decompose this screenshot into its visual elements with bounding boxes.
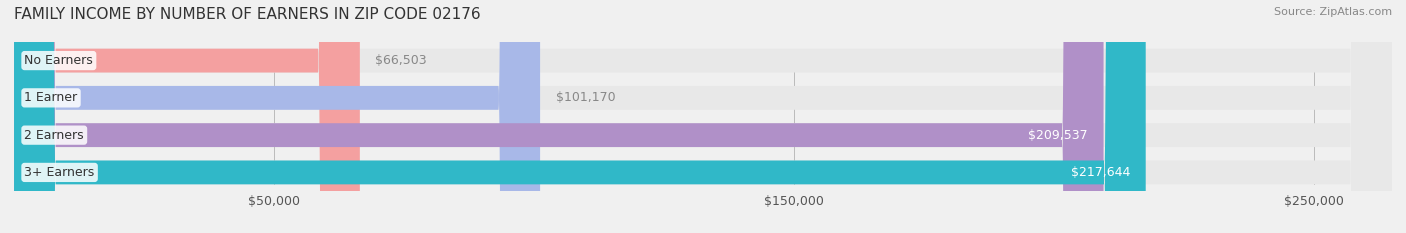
FancyBboxPatch shape [14,0,540,233]
Text: $209,537: $209,537 [1028,129,1088,142]
FancyBboxPatch shape [14,0,1392,233]
Text: No Earners: No Earners [24,54,93,67]
Text: Source: ZipAtlas.com: Source: ZipAtlas.com [1274,7,1392,17]
Text: $66,503: $66,503 [375,54,427,67]
Text: FAMILY INCOME BY NUMBER OF EARNERS IN ZIP CODE 02176: FAMILY INCOME BY NUMBER OF EARNERS IN ZI… [14,7,481,22]
FancyBboxPatch shape [14,0,1392,233]
Text: 2 Earners: 2 Earners [24,129,84,142]
FancyBboxPatch shape [14,0,1392,233]
Text: $101,170: $101,170 [555,91,616,104]
FancyBboxPatch shape [14,0,1392,233]
Text: $217,644: $217,644 [1071,166,1130,179]
FancyBboxPatch shape [14,0,360,233]
FancyBboxPatch shape [14,0,1104,233]
Text: 1 Earner: 1 Earner [24,91,77,104]
FancyBboxPatch shape [14,0,1146,233]
Text: 3+ Earners: 3+ Earners [24,166,94,179]
